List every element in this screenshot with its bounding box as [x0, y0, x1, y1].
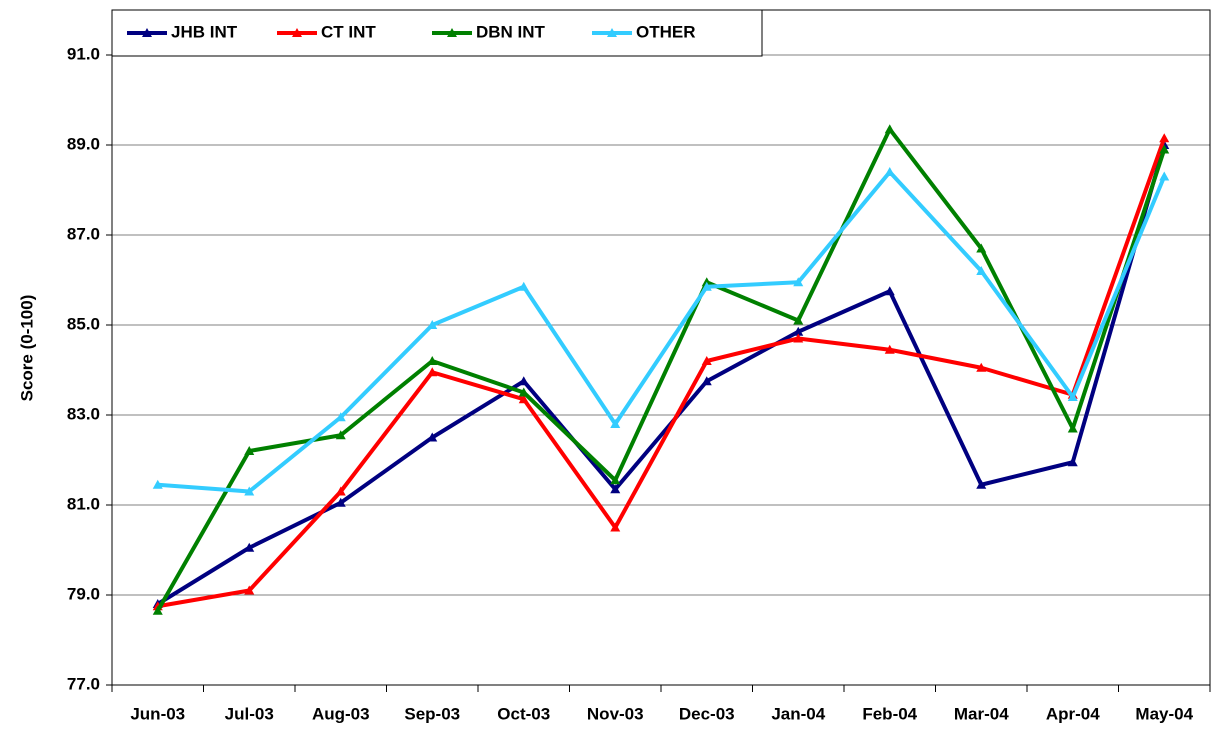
legend-marker: [142, 28, 152, 37]
y-tick-label: 87.0: [67, 224, 100, 243]
point-marker: [427, 367, 438, 377]
point-marker: [244, 542, 255, 552]
legend-label: CT INT: [321, 22, 376, 41]
y-tick-label: 89.0: [67, 134, 100, 153]
point-marker: [518, 281, 529, 291]
point-marker: [793, 333, 804, 343]
x-tick-label: Jun-03: [130, 704, 185, 723]
point-marker: [793, 326, 804, 336]
point-marker: [427, 356, 438, 365]
plot-border: [111, 9, 1211, 686]
y-axis-label: Score (0-100): [17, 295, 36, 402]
x-tick-label: Oct-03: [497, 704, 550, 723]
x-tick-label: Jul-03: [225, 704, 274, 723]
point-marker: [427, 432, 438, 442]
point-marker: [884, 167, 895, 176]
x-tick-label: May-04: [1135, 704, 1193, 723]
x-tick-label: Apr-04: [1046, 704, 1100, 723]
point-marker: [793, 277, 804, 287]
point-marker: [335, 486, 346, 496]
legend-marker: [607, 28, 617, 37]
point-marker: [335, 497, 346, 507]
point-marker: [1067, 457, 1078, 467]
point-marker: [1159, 171, 1170, 181]
x-tick-label: Jan-04: [771, 704, 825, 723]
series-line: [157, 170, 1167, 494]
point-marker: [152, 479, 163, 489]
point-marker: [335, 412, 346, 422]
point-marker: [518, 387, 529, 397]
point-marker: [976, 362, 987, 372]
y-tick-label: 91.0: [67, 44, 100, 63]
legend-label: DBN INT: [476, 22, 546, 41]
point-marker: [1067, 392, 1078, 401]
x-tick-label: Aug-03: [312, 704, 370, 723]
point-marker: [884, 344, 895, 354]
point-marker: [701, 281, 712, 291]
point-marker: [976, 243, 987, 253]
point-marker: [244, 486, 255, 496]
x-tick-label: Nov-03: [587, 704, 644, 723]
point-marker: [152, 605, 163, 615]
point-marker: [976, 479, 987, 489]
point-marker: [884, 286, 895, 296]
point-marker: [335, 430, 346, 440]
x-tick-label: Mar-04: [954, 704, 1009, 723]
point-marker: [701, 356, 712, 365]
y-tick-label: 81.0: [67, 494, 100, 513]
x-tick-label: Sep-03: [404, 704, 460, 723]
y-tick-label: 83.0: [67, 404, 100, 423]
point-marker: [884, 124, 895, 134]
point-marker: [610, 419, 621, 428]
point-marker: [793, 315, 804, 325]
point-marker: [1159, 133, 1170, 143]
legend: JHB INT CT INT DBN INT OTHER: [111, 9, 763, 57]
y-tick-label: 85.0: [67, 314, 100, 333]
point-marker: [1067, 423, 1078, 433]
point-marker: [518, 394, 529, 404]
point-marker: [244, 585, 255, 595]
series-line: [157, 137, 1167, 609]
legend-marker: [292, 28, 302, 37]
point-marker: [244, 446, 255, 455]
x-tick-label: Dec-03: [679, 704, 735, 723]
point-marker: [701, 376, 712, 386]
point-marker: [976, 266, 987, 275]
point-marker: [610, 484, 621, 494]
y-tick-label: 79.0: [67, 584, 100, 603]
point-marker: [427, 320, 438, 329]
series-line: [156, 127, 1167, 612]
legend-label: JHB INT: [171, 22, 238, 41]
legend-label: OTHER: [636, 22, 696, 41]
legend-marker: [447, 28, 457, 37]
y-tick-label: 77.0: [67, 674, 100, 693]
point-marker: [518, 376, 529, 386]
point-marker: [610, 475, 621, 485]
point-marker: [1159, 144, 1170, 154]
point-marker: [610, 522, 621, 532]
series-line: [156, 144, 1167, 606]
x-tick-label: Feb-04: [862, 704, 917, 723]
